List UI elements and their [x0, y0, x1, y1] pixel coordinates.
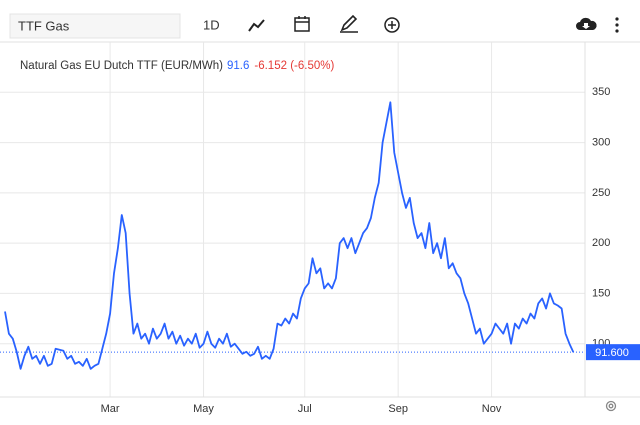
calendar-icon[interactable]	[294, 16, 310, 32]
draw-icon[interactable]	[340, 14, 358, 33]
x-tick-label: Nov	[482, 403, 502, 415]
last-price-tag	[586, 344, 640, 361]
price-line	[4, 101, 575, 370]
search-text[interactable]: TTF Gas	[18, 18, 70, 33]
x-tick-label: Jul	[298, 403, 312, 415]
y-tick-label: 150	[592, 287, 610, 299]
menu-icon[interactable]	[615, 17, 619, 33]
y-tick-label: 300	[592, 136, 610, 148]
x-tick-label: Sep	[388, 403, 408, 415]
y-tick-label: 350	[592, 86, 610, 98]
chart-type-icon[interactable]	[248, 19, 265, 32]
interval-button[interactable]: 1D	[203, 17, 220, 32]
plot	[0, 42, 585, 397]
change-value: -6.152 (-6.50%)	[254, 60, 334, 72]
download-icon[interactable]	[576, 17, 597, 30]
last-price-label: 91.600	[595, 347, 629, 359]
x-tick-label: Mar	[101, 403, 120, 415]
y-tick-label: 250	[592, 187, 610, 199]
last-value: 91.6	[227, 60, 249, 72]
add-indicator-icon[interactable]	[384, 17, 400, 33]
settings-icon[interactable]	[605, 400, 617, 412]
search-box[interactable]	[9, 13, 181, 39]
y-tick-label: 200	[592, 237, 610, 249]
x-tick-label: May	[193, 403, 214, 415]
series-title: Natural Gas EU Dutch TTF (EUR/MWh)	[20, 60, 223, 72]
